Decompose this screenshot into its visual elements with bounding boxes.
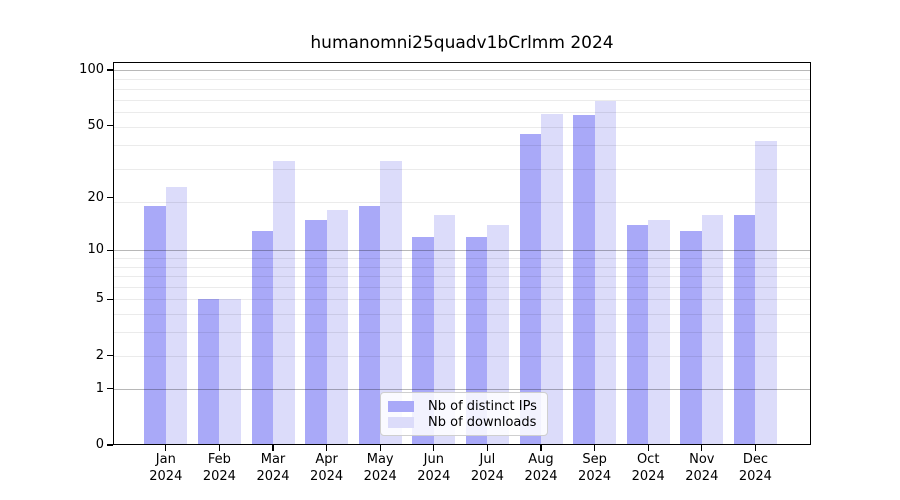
bar-downloads-jun	[433, 214, 456, 445]
legend: Nb of distinct IPs Nb of downloads	[380, 392, 548, 436]
y-tick-mark	[106, 298, 113, 301]
chart-title: humanomni25quadv1bCrlmm 2024	[310, 33, 614, 53]
x-tick-mark	[486, 445, 489, 451]
x-tick-label: Feb 2024	[202, 452, 236, 484]
x-tick-label: Mar 2024	[256, 452, 290, 484]
y-tick-mark	[106, 197, 113, 199]
minor-gridline	[113, 99, 811, 101]
x-tick-mark	[218, 445, 221, 451]
y-tick-label: 5	[95, 291, 104, 307]
x-tick-label: Sep 2024	[578, 452, 612, 484]
y-tick-label: 50	[87, 117, 104, 133]
bar-distinct-ips-feb	[197, 299, 220, 445]
bar-downloads-sep	[594, 101, 617, 445]
minor-gridline	[113, 276, 811, 277]
y-tick-mark	[106, 69, 113, 71]
bar-downloads-may	[380, 160, 402, 445]
minor-gridline	[113, 266, 811, 268]
x-tick-label: Nov 2024	[685, 452, 719, 484]
x-tick-label: Jul 2024	[470, 452, 504, 484]
minor-gridline	[113, 88, 811, 90]
legend-label-downloads: Nb of downloads	[428, 414, 537, 430]
y-tick-mark	[106, 444, 113, 446]
x-tick-mark	[594, 445, 596, 451]
x-tick-label: Oct 2024	[631, 452, 665, 484]
bar-distinct-ips-nov	[680, 230, 702, 445]
bar-downloads-mar	[273, 160, 295, 445]
x-tick-mark	[701, 445, 703, 451]
bar-downloads-feb	[219, 299, 241, 445]
legend-item-distinct-ips: Nb of distinct IPs	[388, 398, 539, 414]
plot-area	[113, 62, 811, 445]
y-tick-mark	[106, 124, 113, 127]
bar-downloads-oct	[648, 219, 670, 445]
bar-distinct-ips-sep	[573, 115, 595, 445]
legend-label-distinct-ips: Nb of distinct IPs	[428, 398, 537, 414]
legend-swatch-downloads-icon	[388, 416, 414, 428]
y-tick-mark	[106, 388, 113, 390]
y-tick-label: 10	[87, 242, 104, 258]
bar-distinct-ips-may	[358, 205, 381, 445]
bar-distinct-ips-dec	[733, 214, 756, 445]
y-tick-label: 2	[95, 347, 104, 363]
legend-swatch-distinct-ips-icon	[388, 400, 414, 412]
x-tick-mark	[754, 445, 757, 451]
bar-distinct-ips-aug	[519, 133, 541, 445]
x-tick-label: Dec 2024	[738, 452, 772, 484]
x-tick-mark	[540, 445, 542, 451]
major-gridline	[113, 70, 811, 71]
minor-gridline	[113, 257, 811, 259]
bar-downloads-dec	[755, 141, 777, 445]
bar-distinct-ips-oct	[626, 225, 649, 445]
y-tick-mark	[106, 355, 113, 357]
y-tick-label: 100	[79, 62, 104, 77]
minor-gridline	[113, 314, 811, 316]
y-tick-label: 0	[95, 437, 104, 452]
x-tick-mark	[379, 445, 381, 451]
y-tick-mark	[106, 249, 113, 251]
x-tick-label: Apr 2024	[310, 452, 344, 484]
major-gridline	[113, 388, 811, 390]
minor-gridline	[113, 201, 811, 203]
bar-distinct-ips-mar	[251, 230, 273, 445]
minor-gridline	[113, 79, 811, 81]
bar-distinct-ips-apr	[305, 219, 327, 445]
x-tick-label: Jan 2024	[149, 452, 183, 484]
minor-gridline	[113, 127, 811, 129]
x-tick-label: Aug 2024	[524, 452, 558, 484]
x-tick-label: Jun 2024	[417, 452, 451, 484]
bar-downloads-apr	[326, 210, 349, 445]
minor-gridline	[113, 145, 811, 147]
bar-downloads-jul	[487, 225, 509, 445]
x-tick-mark	[647, 445, 649, 451]
minor-gridline	[113, 286, 811, 288]
minor-gridline	[113, 112, 811, 114]
x-tick-mark	[326, 445, 328, 451]
bar-downloads-aug	[541, 113, 563, 445]
minor-gridline	[113, 355, 811, 357]
bar-downloads-nov	[701, 214, 724, 445]
legend-item-downloads: Nb of downloads	[388, 414, 539, 430]
bar-distinct-ips-jan	[144, 205, 166, 445]
minor-gridline	[113, 299, 811, 301]
x-tick-label: May 2024	[363, 452, 397, 484]
minor-gridline	[113, 332, 811, 334]
y-tick-label: 20	[87, 189, 104, 205]
x-tick-mark	[272, 445, 274, 451]
minor-gridline	[113, 168, 811, 170]
y-tick-label: 1	[95, 380, 104, 396]
x-tick-mark	[165, 445, 167, 451]
bar-downloads-jan	[165, 186, 188, 445]
x-tick-mark	[433, 445, 435, 451]
major-gridline	[113, 250, 811, 252]
